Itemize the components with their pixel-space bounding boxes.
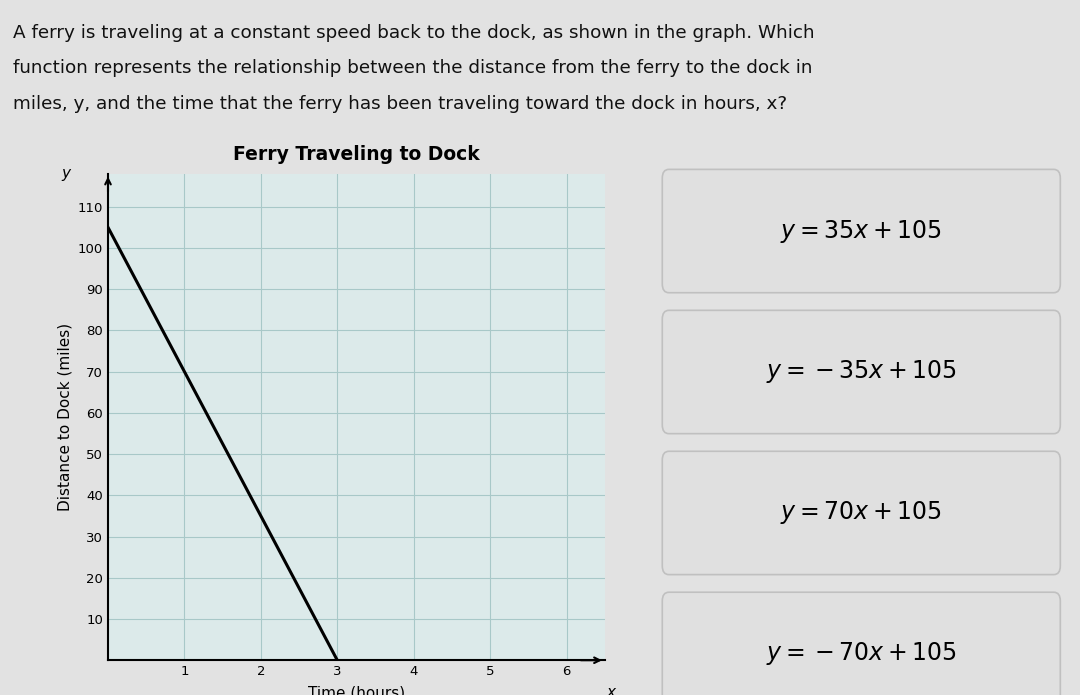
Text: $y = -70x + 105$: $y = -70x + 105$	[766, 640, 957, 667]
Y-axis label: Distance to Dock (miles): Distance to Dock (miles)	[57, 323, 72, 511]
Text: $y = -35x + 105$: $y = -35x + 105$	[766, 359, 957, 386]
Text: $y = 70x + 105$: $y = 70x + 105$	[781, 500, 942, 526]
FancyBboxPatch shape	[662, 170, 1061, 293]
FancyBboxPatch shape	[662, 451, 1061, 575]
Text: A ferry is traveling at a constant speed back to the dock, as shown in the graph: A ferry is traveling at a constant speed…	[13, 24, 814, 42]
Text: function represents the relationship between the distance from the ferry to the : function represents the relationship bet…	[13, 59, 812, 77]
FancyBboxPatch shape	[662, 592, 1061, 695]
X-axis label: Time (hours): Time (hours)	[308, 685, 405, 695]
Text: x: x	[606, 685, 616, 695]
Text: y: y	[62, 166, 70, 181]
Text: $y = 35x + 105$: $y = 35x + 105$	[781, 218, 942, 245]
Text: miles, y, and the time that the ferry has been traveling toward the dock in hour: miles, y, and the time that the ferry ha…	[13, 95, 787, 113]
Title: Ferry Traveling to Dock: Ferry Traveling to Dock	[233, 145, 480, 164]
FancyBboxPatch shape	[662, 311, 1061, 434]
